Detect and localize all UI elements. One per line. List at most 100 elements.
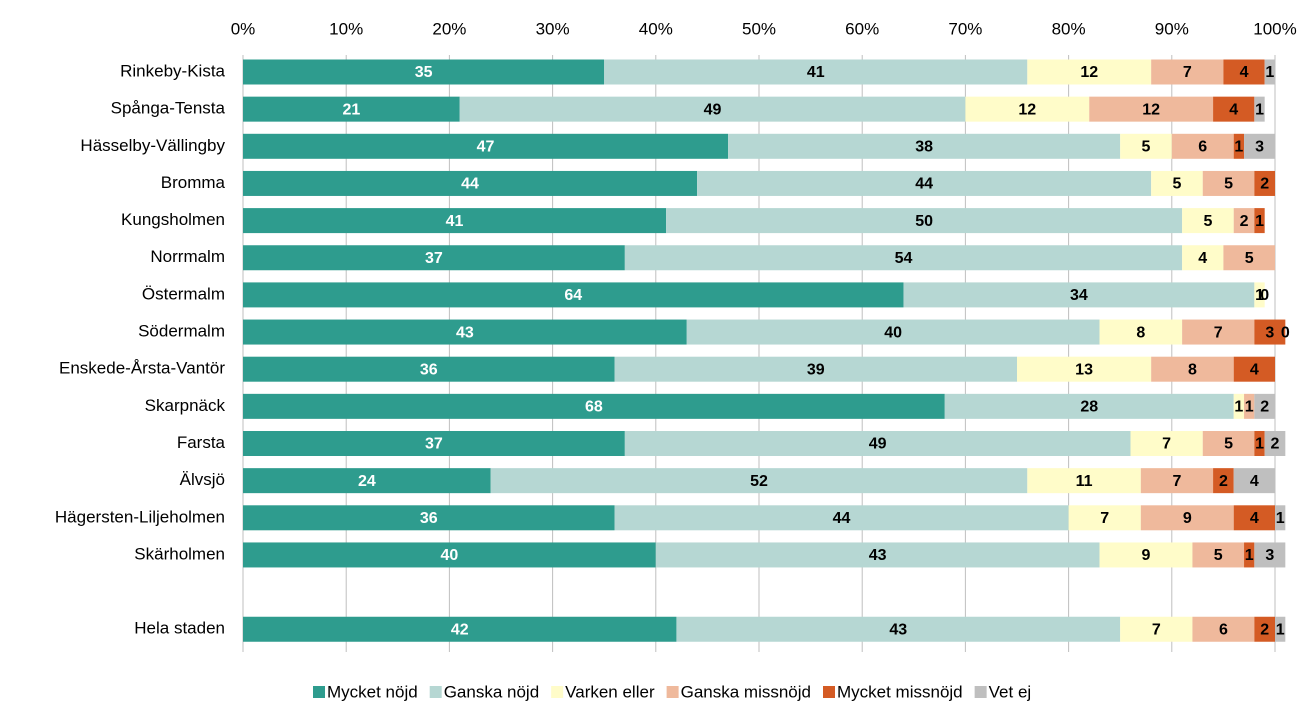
data-label: 7	[1214, 324, 1223, 341]
data-label: 7	[1173, 473, 1182, 490]
bar-segment	[666, 208, 1183, 234]
bar-segment	[1254, 319, 1286, 345]
bar-segment	[1099, 319, 1183, 345]
data-label: 44	[915, 176, 933, 193]
bar-segment	[243, 133, 729, 159]
data-label: 4	[1250, 510, 1259, 527]
data-label: 4	[1229, 101, 1238, 118]
bar-segment	[1182, 208, 1234, 234]
data-label: 24	[358, 473, 376, 490]
bar-segment	[1244, 133, 1275, 159]
data-label: 0	[1260, 287, 1269, 304]
data-label: 1	[1255, 436, 1264, 453]
data-label: 1	[1234, 399, 1243, 416]
bar-segment	[243, 208, 667, 234]
data-label: 2	[1240, 213, 1249, 230]
bar-segment	[459, 96, 966, 122]
legend-swatch	[974, 686, 987, 698]
data-label: 8	[1188, 361, 1197, 378]
bar-segment	[1244, 393, 1255, 419]
x-tick-label: 80%	[1052, 19, 1086, 38]
bar-segment	[697, 170, 1152, 196]
bar-segment	[1182, 319, 1255, 345]
bar-segment	[1120, 133, 1172, 159]
data-label: 3	[1265, 324, 1274, 341]
legend-label: Ganska missnöjd	[681, 682, 811, 701]
data-label: 12	[1018, 101, 1036, 118]
data-label: 12	[1142, 101, 1160, 118]
bar-segment	[243, 431, 625, 456]
data-label: 7	[1152, 621, 1161, 638]
bar-segment	[1233, 468, 1275, 494]
data-label: 1	[1234, 139, 1243, 156]
bar-segment	[1264, 59, 1275, 85]
y-tick-label: Skärholmen	[134, 544, 225, 563]
x-tick-label: 40%	[639, 19, 673, 38]
bar-segment	[1213, 96, 1255, 122]
data-label: 5	[1173, 176, 1182, 193]
bar-segment	[686, 319, 1100, 345]
bar-segment	[1027, 59, 1152, 85]
y-tick-label: Kungsholmen	[121, 210, 225, 229]
bar-segment	[243, 505, 615, 531]
data-label: 42	[451, 621, 469, 638]
bar-segment	[1130, 431, 1203, 456]
bar-segment	[1120, 616, 1193, 642]
data-label: 39	[807, 361, 825, 378]
bar-segment	[1244, 542, 1255, 568]
y-tick-label: Rinkeby-Kista	[120, 61, 225, 80]
data-label: 47	[477, 139, 495, 156]
data-label: 2	[1271, 436, 1280, 453]
bar-segment	[604, 59, 1028, 85]
data-label: 4	[1240, 64, 1249, 81]
bar-segment	[243, 282, 904, 308]
bar-segment	[1202, 431, 1255, 456]
data-label: 1	[1265, 64, 1274, 81]
y-tick-label: Spånga-Tensta	[111, 99, 226, 118]
data-label: 50	[915, 213, 933, 230]
bar-segment	[624, 245, 1183, 271]
data-label: 37	[425, 436, 443, 453]
x-tick-label: 30%	[536, 19, 570, 38]
data-label: 40	[441, 547, 459, 564]
bar-segment	[1027, 468, 1141, 494]
y-tick-label: Farsta	[177, 433, 226, 452]
data-label: 37	[425, 250, 443, 267]
data-label: 49	[869, 436, 887, 453]
legend: Mycket nöjd Ganska nöjd Varken eller Ganska…	[313, 682, 1031, 701]
data-label: 21	[342, 101, 360, 118]
bar-segment	[1254, 208, 1265, 234]
data-label: 41	[446, 213, 464, 230]
data-label: 6	[1219, 621, 1228, 638]
bar-segment	[1254, 282, 1265, 308]
y-tick-label: Norrmalm	[150, 247, 225, 266]
x-tick-label: 70%	[948, 19, 982, 38]
data-label: 1	[1245, 399, 1254, 416]
bar-segment	[243, 393, 945, 419]
x-tick-label: 50%	[742, 19, 776, 38]
data-label: 1	[1276, 510, 1285, 527]
bar-segment	[243, 542, 656, 568]
legend-swatch	[823, 686, 835, 698]
data-label: 13	[1075, 361, 1093, 378]
data-label: 5	[1142, 139, 1151, 156]
y-tick-label: Hässelby-Vällingby	[80, 136, 225, 155]
bar-segment	[1254, 616, 1275, 642]
data-label: 54	[895, 250, 913, 267]
legend-label: Vet ej	[989, 682, 1032, 701]
bar-segment	[1233, 356, 1275, 382]
data-label: 4	[1198, 250, 1207, 267]
bar-segment	[1192, 542, 1245, 568]
y-tick-label: Östermalm	[142, 284, 225, 303]
legend-swatch	[551, 686, 564, 698]
data-label: 0	[1281, 324, 1290, 341]
data-label: 5	[1214, 547, 1223, 564]
bar-segment	[1017, 356, 1152, 382]
bar-segment	[243, 468, 491, 494]
data-label: 44	[833, 510, 851, 527]
data-label: 43	[889, 621, 907, 638]
bar-segment	[243, 170, 698, 196]
data-label: 68	[585, 399, 603, 416]
data-label: 3	[1265, 547, 1274, 564]
data-label: 9	[1142, 547, 1151, 564]
